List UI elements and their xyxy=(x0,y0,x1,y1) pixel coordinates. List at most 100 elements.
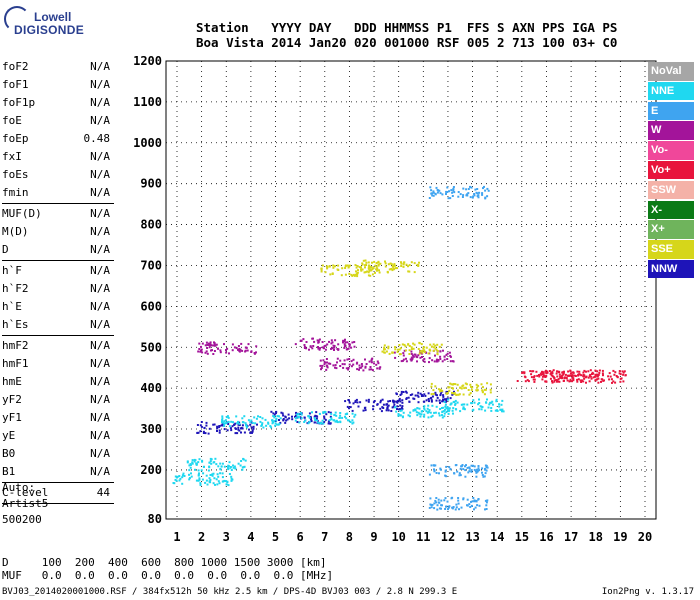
echo-point xyxy=(222,421,225,424)
echo-point xyxy=(349,406,352,409)
echo-point xyxy=(480,408,483,411)
echo-point xyxy=(325,358,328,360)
param-value: N/A xyxy=(90,78,110,91)
echo-point xyxy=(348,358,351,360)
echo-point xyxy=(312,337,314,340)
y-tick-label: 900 xyxy=(140,177,162,191)
echo-point xyxy=(259,420,262,423)
echo-point xyxy=(484,508,486,511)
echo-point xyxy=(452,412,454,415)
echo-point xyxy=(419,350,422,353)
echo-point xyxy=(439,192,442,195)
echo-point xyxy=(430,415,433,418)
echo-point xyxy=(462,187,465,190)
echo-point xyxy=(432,190,435,193)
echo-point xyxy=(368,269,371,272)
echo-point xyxy=(288,417,291,420)
echo-point xyxy=(343,345,346,348)
echo-point xyxy=(324,418,327,421)
echo-point xyxy=(244,459,247,462)
echo-point xyxy=(346,348,349,351)
echo-point xyxy=(456,389,459,392)
echo-point xyxy=(343,359,346,362)
echo-point xyxy=(451,191,454,194)
echo-point xyxy=(483,475,486,478)
echo-point xyxy=(437,412,440,415)
echo-point xyxy=(245,426,248,429)
echo-point xyxy=(472,399,475,402)
echo-point xyxy=(423,408,426,411)
digisonde-logo: Lowell DIGISONDE xyxy=(4,6,84,42)
echo-point xyxy=(456,401,459,404)
echo-point xyxy=(467,192,470,195)
echo-point xyxy=(398,397,401,400)
legend-item: X- xyxy=(648,200,694,220)
echo-point xyxy=(433,470,436,473)
echo-point xyxy=(384,265,387,268)
x-tick-label: 19 xyxy=(613,530,627,544)
echo-point xyxy=(188,469,191,472)
echo-point xyxy=(310,418,313,421)
echo-point xyxy=(327,422,330,425)
divider xyxy=(2,482,114,483)
echo-point xyxy=(237,348,239,351)
echo-point xyxy=(235,347,238,350)
echo-point xyxy=(463,403,466,406)
echo-point xyxy=(355,266,358,269)
echo-point xyxy=(307,422,310,425)
echo-point xyxy=(179,477,182,480)
echo-point xyxy=(332,266,335,269)
echo-point xyxy=(533,378,536,381)
echo-point xyxy=(387,400,390,403)
echo-point xyxy=(431,194,434,197)
echo-point xyxy=(334,265,336,268)
echo-point xyxy=(582,371,585,374)
x-tick-label: 7 xyxy=(321,530,328,544)
echo-point xyxy=(459,474,462,477)
echo-point xyxy=(209,460,212,463)
echo-point xyxy=(253,416,256,419)
echo-point xyxy=(367,274,370,277)
echo-point xyxy=(222,424,224,427)
echo-point xyxy=(444,398,446,401)
echo-point xyxy=(410,350,413,353)
echo-point xyxy=(420,343,423,346)
echo-point xyxy=(376,403,379,406)
param-key: foEp xyxy=(2,132,29,145)
echo-point xyxy=(332,419,335,422)
echo-point xyxy=(303,421,306,423)
echo-point xyxy=(598,369,601,372)
echo-point xyxy=(431,192,433,195)
echo-point xyxy=(365,261,368,264)
echo-point xyxy=(206,352,209,355)
echo-point xyxy=(261,423,263,426)
echo-point xyxy=(367,398,370,401)
echo-point xyxy=(434,499,437,502)
echo-point xyxy=(230,479,233,482)
echo-point xyxy=(541,375,544,378)
echo-point xyxy=(219,462,222,465)
echo-point xyxy=(244,422,247,425)
echo-point xyxy=(461,385,464,388)
echo-point xyxy=(469,392,472,395)
echo-point xyxy=(423,350,426,353)
echo-point xyxy=(343,343,346,346)
echo-point xyxy=(428,357,431,360)
echo-point xyxy=(175,479,178,482)
echo-point xyxy=(430,189,433,192)
echo-point xyxy=(369,269,372,272)
echo-point xyxy=(172,482,175,484)
echo-point xyxy=(393,351,396,354)
echo-point xyxy=(400,406,403,409)
echo-point xyxy=(249,423,252,426)
echo-point xyxy=(455,503,458,506)
echo-point xyxy=(322,422,325,425)
param-row: foEs N/A xyxy=(2,166,110,184)
echo-point xyxy=(402,261,405,264)
echo-point xyxy=(441,193,444,196)
echo-point xyxy=(462,406,465,409)
echo-point xyxy=(357,269,359,272)
echo-point xyxy=(442,400,445,403)
echo-point xyxy=(303,344,306,346)
echo-point xyxy=(229,466,232,468)
